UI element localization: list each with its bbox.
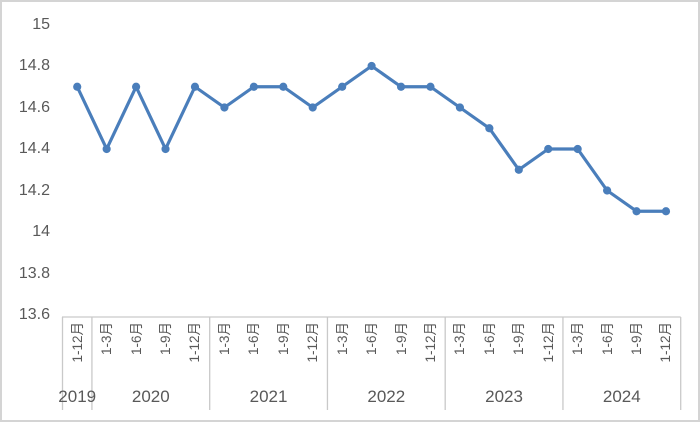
data-point-marker bbox=[573, 144, 582, 154]
data-point-marker bbox=[249, 82, 258, 91]
data-point-marker bbox=[455, 103, 465, 112]
x-axis-year-label: 2020 bbox=[131, 387, 170, 406]
y-axis-tick-label: 14 bbox=[32, 223, 50, 240]
data-point-marker bbox=[632, 207, 641, 216]
y-axis-tick-label: 15 bbox=[32, 15, 50, 33]
data-point-marker bbox=[426, 82, 435, 91]
data-point-marker bbox=[308, 103, 317, 112]
data-point-marker bbox=[396, 82, 406, 91]
data-line bbox=[75, 64, 666, 213]
x-axis-year-label: 2021 bbox=[249, 387, 288, 406]
data-point-marker bbox=[514, 165, 523, 174]
data-point-marker bbox=[131, 82, 141, 91]
x-axis-year-label: 2023 bbox=[485, 387, 523, 406]
y-axis-tick-label: 13.8 bbox=[18, 264, 50, 282]
data-point-marker bbox=[603, 186, 612, 195]
data-point-marker bbox=[190, 82, 200, 91]
data-point-marker bbox=[367, 61, 376, 71]
y-axis-tick-label: 14.8 bbox=[18, 57, 50, 74]
data-point-marker bbox=[661, 207, 671, 216]
data-point-marker bbox=[279, 82, 288, 91]
x-axis-year-label: 2024 bbox=[602, 387, 641, 406]
y-axis-tick-label: 13.6 bbox=[18, 306, 50, 323]
data-point-marker bbox=[338, 82, 347, 91]
data-point-marker bbox=[544, 144, 553, 154]
x-axis-year-label: 2019 bbox=[58, 387, 97, 406]
data-point-marker bbox=[485, 124, 494, 133]
data-point-marker bbox=[73, 82, 82, 91]
data-point-marker bbox=[220, 103, 229, 112]
y-axis-tick-label: 14.2 bbox=[18, 181, 50, 199]
x-axis-year-label: 2022 bbox=[367, 387, 406, 406]
y-axis-tick-label: 14.6 bbox=[18, 98, 50, 116]
data-point-marker bbox=[161, 144, 170, 154]
data-point-marker bbox=[102, 144, 111, 154]
y-axis-tick-label: 14.4 bbox=[18, 140, 50, 157]
